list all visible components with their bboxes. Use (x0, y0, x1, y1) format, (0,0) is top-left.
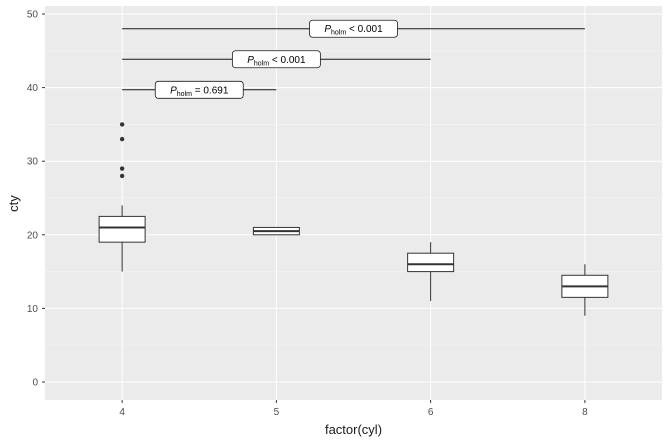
y-tick-label: 0 (32, 378, 38, 389)
x-axis-title: factor(cyl) (324, 422, 383, 437)
comparison-4-vs-5: Pholm = 0.691 (122, 80, 277, 99)
comparison-4-vs-6: Pholm < 0.001 (122, 50, 431, 69)
p-symbol: P (170, 85, 177, 96)
p-subscript: holm (177, 91, 192, 98)
y-tick-label: 30 (27, 157, 39, 168)
boxplot-cyl-6 (407, 242, 455, 302)
p-value-text: < 0.001 (269, 55, 306, 66)
p-symbol: P (247, 55, 254, 66)
y-tick-label: 10 (27, 304, 39, 315)
x-tick-label: 5 (274, 407, 280, 418)
y-tick-label: 40 (27, 83, 39, 94)
p-subscript: holm (254, 60, 269, 67)
y-axis-title: cty (5, 194, 21, 212)
outlier-point (119, 136, 125, 142)
box-iqr (98, 215, 146, 243)
y-axis-title-wrap: cty (0, 0, 26, 406)
p-value-text: = 0.691 (192, 85, 229, 96)
outlier-point (119, 173, 125, 179)
boxplot-cyl-8 (561, 264, 609, 316)
p-value-text: < 0.001 (346, 24, 383, 35)
y-tick-label: 50 (27, 10, 39, 21)
p-subscript: holm (331, 30, 346, 37)
boxplot-cyl-5 (252, 226, 300, 236)
x-tick-label: 8 (582, 407, 588, 418)
comparison-label-box (231, 50, 321, 69)
x-tick-label: 6 (428, 407, 434, 418)
comparison-label: Pholm = 0.691 (170, 85, 229, 98)
panel-background (45, 6, 662, 400)
comparison-4-vs-8: Pholm < 0.001 (122, 19, 585, 38)
box-iqr (407, 252, 455, 273)
comparison-label: Pholm < 0.001 (247, 55, 306, 68)
outlier-point (119, 122, 125, 127)
comparison-label-box (154, 80, 244, 99)
x-tick-label: 4 (119, 407, 125, 418)
boxplot-cyl-4 (98, 122, 146, 272)
comparison-label: Pholm < 0.001 (324, 24, 383, 37)
y-tick-label: 20 (27, 230, 39, 241)
comparison-label-box (309, 19, 398, 38)
p-symbol: P (324, 24, 331, 35)
outlier-point (119, 166, 125, 171)
